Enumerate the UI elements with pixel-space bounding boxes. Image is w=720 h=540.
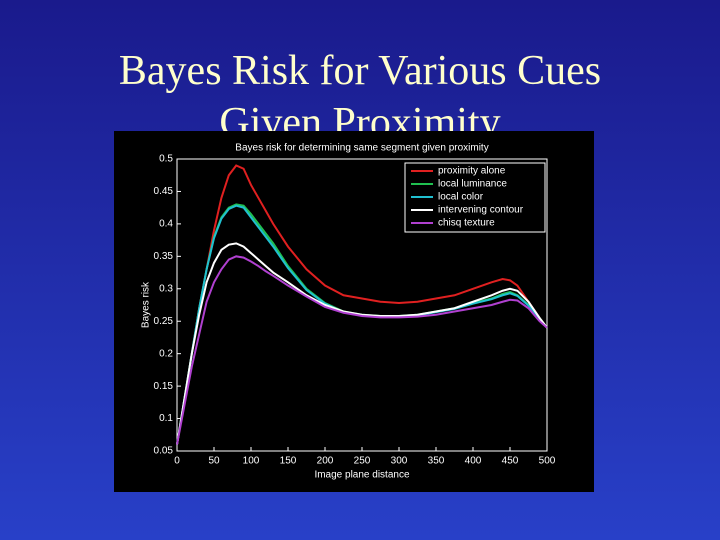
x-tick-label: 200 [317,456,334,467]
x-axis-label: Image plane distance [314,470,410,481]
x-tick-label: 500 [539,456,556,467]
chart-title: Bayes risk for determining same segment … [235,143,488,154]
y-tick-label: 0.45 [154,186,174,197]
line [176,255,548,445]
x-tick-label: 350 [428,456,445,467]
y-tick-label: 0.5 [159,154,173,165]
x-tick-label: 300 [391,456,408,467]
x-tick-label: 250 [354,456,371,467]
legend-label: intervening contour [438,205,524,216]
x-tick-label: 150 [280,456,297,467]
x-tick-label: 450 [502,456,519,467]
x-tick-label: 100 [243,456,260,467]
slide-title: Bayes Risk for Various Cues [119,48,601,94]
y-tick-label: 0.2 [159,348,173,359]
line [176,164,548,445]
y-tick-label: 0.15 [154,381,174,392]
x-tick-label: 50 [208,456,220,467]
y-tick-label: 0.1 [159,413,173,424]
legend-label: chisq texture [438,218,495,229]
x-tick-label: 400 [465,456,482,467]
y-tick-label: 0.35 [154,251,174,262]
y-axis-label: Bayes risk [141,281,152,328]
x-tick-label: 0 [174,456,180,467]
legend-label: proximity alone [438,166,506,177]
y-tick-label: 0.3 [159,283,173,294]
y-tick-label: 0.05 [154,446,174,457]
legend-label: local luminance [438,179,507,190]
y-tick-label: 0.25 [154,316,174,327]
legend-label: local color [438,192,484,203]
line [176,204,548,445]
line [176,242,548,445]
y-tick-label: 0.4 [159,219,173,230]
